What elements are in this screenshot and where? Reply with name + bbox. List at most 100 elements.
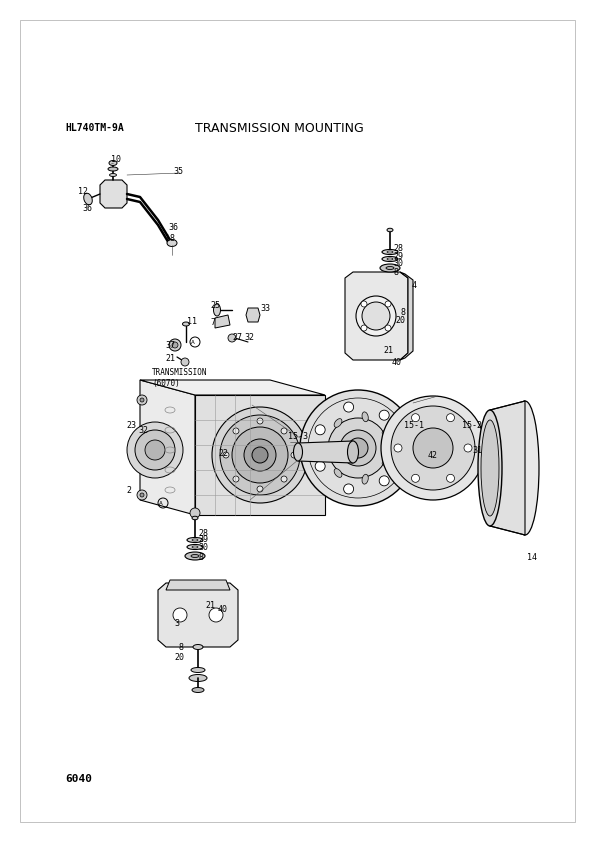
- Text: 40: 40: [392, 358, 402, 366]
- Text: A: A: [191, 339, 195, 344]
- Polygon shape: [345, 272, 408, 360]
- Text: 25: 25: [210, 301, 220, 310]
- Ellipse shape: [191, 668, 205, 673]
- Ellipse shape: [191, 555, 199, 557]
- Circle shape: [385, 301, 391, 307]
- Ellipse shape: [382, 257, 398, 262]
- Text: 31: 31: [472, 445, 482, 455]
- Circle shape: [379, 476, 389, 486]
- Text: HL740TM-9A: HL740TM-9A: [65, 123, 124, 133]
- Text: 20: 20: [174, 653, 184, 663]
- Circle shape: [328, 418, 388, 478]
- Circle shape: [340, 430, 376, 466]
- Ellipse shape: [189, 674, 207, 681]
- Circle shape: [137, 490, 147, 500]
- Text: 42: 42: [428, 450, 438, 460]
- Text: TRANSMISSION MOUNTING: TRANSMISSION MOUNTING: [195, 121, 364, 135]
- Polygon shape: [490, 401, 525, 535]
- Polygon shape: [246, 308, 260, 322]
- Polygon shape: [158, 583, 238, 647]
- Circle shape: [281, 428, 287, 434]
- Circle shape: [181, 358, 189, 366]
- Circle shape: [464, 444, 472, 452]
- Polygon shape: [298, 441, 353, 463]
- Text: TRANSMISSION
(6070): TRANSMISSION (6070): [152, 368, 208, 387]
- Text: 15-3: 15-3: [288, 431, 308, 440]
- Circle shape: [291, 452, 297, 458]
- Ellipse shape: [382, 458, 392, 466]
- Circle shape: [190, 508, 200, 518]
- Circle shape: [379, 410, 389, 420]
- Circle shape: [361, 325, 367, 331]
- Text: 32: 32: [138, 425, 148, 434]
- Circle shape: [394, 444, 402, 452]
- Ellipse shape: [386, 267, 394, 269]
- Circle shape: [315, 461, 325, 472]
- Ellipse shape: [334, 469, 342, 477]
- Text: 33: 33: [260, 303, 270, 312]
- Circle shape: [257, 418, 263, 424]
- Text: 8: 8: [400, 307, 405, 317]
- Circle shape: [281, 476, 287, 482]
- Text: 10: 10: [111, 154, 121, 163]
- Ellipse shape: [109, 173, 117, 177]
- Text: 12: 12: [78, 186, 88, 195]
- Text: 23: 23: [126, 420, 136, 429]
- Circle shape: [127, 422, 183, 478]
- Circle shape: [344, 402, 353, 412]
- Text: 29: 29: [198, 536, 208, 545]
- Text: 36: 36: [168, 222, 178, 232]
- Ellipse shape: [109, 161, 117, 166]
- Text: 4: 4: [412, 280, 417, 290]
- Circle shape: [169, 339, 181, 351]
- Circle shape: [140, 493, 144, 497]
- Ellipse shape: [183, 322, 189, 326]
- Text: 2: 2: [126, 486, 131, 494]
- Text: 18: 18: [165, 233, 175, 242]
- Circle shape: [232, 427, 288, 483]
- Ellipse shape: [478, 410, 502, 526]
- Ellipse shape: [362, 412, 368, 422]
- Circle shape: [233, 428, 239, 434]
- Circle shape: [413, 428, 453, 468]
- Circle shape: [233, 476, 239, 482]
- Text: 15-1: 15-1: [404, 420, 424, 429]
- Polygon shape: [140, 380, 325, 395]
- Text: 8: 8: [178, 643, 183, 653]
- Ellipse shape: [387, 228, 393, 232]
- Circle shape: [412, 474, 419, 482]
- Text: 3: 3: [174, 620, 179, 628]
- Text: 37: 37: [165, 340, 175, 349]
- Circle shape: [145, 440, 165, 460]
- Circle shape: [220, 415, 300, 495]
- Circle shape: [344, 484, 353, 494]
- Circle shape: [315, 424, 325, 434]
- Text: 11: 11: [187, 317, 197, 326]
- Ellipse shape: [382, 430, 392, 438]
- Polygon shape: [400, 272, 413, 360]
- Circle shape: [173, 608, 187, 622]
- Circle shape: [362, 302, 390, 330]
- Ellipse shape: [387, 251, 393, 253]
- Ellipse shape: [511, 401, 539, 535]
- Circle shape: [257, 486, 263, 492]
- Circle shape: [385, 325, 391, 331]
- Text: 40: 40: [218, 605, 228, 615]
- Text: 35: 35: [173, 167, 183, 175]
- Ellipse shape: [334, 418, 342, 428]
- Text: 8: 8: [198, 552, 203, 562]
- Polygon shape: [215, 315, 230, 328]
- Text: 30: 30: [198, 542, 208, 552]
- Circle shape: [412, 413, 419, 422]
- Text: 15-2: 15-2: [462, 420, 482, 429]
- Circle shape: [446, 413, 455, 422]
- Circle shape: [395, 443, 405, 453]
- Circle shape: [446, 474, 455, 482]
- Text: 32: 32: [244, 333, 254, 342]
- Ellipse shape: [187, 537, 203, 542]
- Text: 36: 36: [82, 204, 92, 212]
- Text: 28: 28: [393, 243, 403, 253]
- Circle shape: [348, 438, 368, 458]
- Ellipse shape: [380, 264, 400, 272]
- Circle shape: [135, 430, 175, 470]
